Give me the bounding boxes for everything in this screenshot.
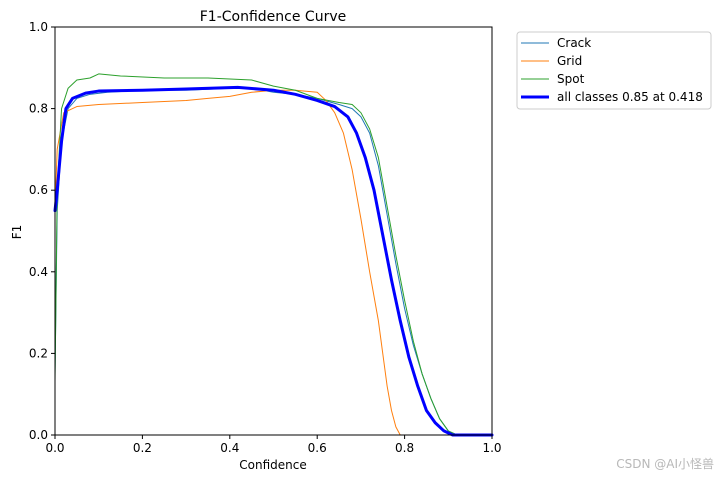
legend-label: all classes 0.85 at 0.418 (557, 90, 703, 104)
x-tick-label: 1.0 (482, 441, 501, 455)
series-line-2 (54, 73, 493, 436)
x-tick-label: 0.4 (220, 441, 239, 455)
series-line-3 (53, 85, 494, 437)
x-axis-label: Confidence (239, 458, 306, 472)
series-line-0 (54, 87, 493, 436)
x-tick-label: 0.2 (133, 441, 152, 455)
x-axis-ticks: 0.0 0.2 0.4 0.6 0.8 1.0 (45, 435, 502, 455)
y-tick-label: 0.6 (29, 183, 48, 197)
x-tick-label: 0.0 (45, 441, 64, 455)
legend-label: Spot (557, 72, 585, 86)
y-tick-label: 0.8 (29, 102, 48, 116)
legend-entries: Crack Grid Spot all classes 0.85 at 0.418 (521, 36, 703, 104)
series-line-1 (54, 89, 493, 436)
legend-label: Crack (557, 36, 591, 50)
chart-title: F1-Confidence Curve (200, 9, 346, 25)
y-tick-label: 0.0 (29, 428, 48, 442)
y-axis-ticks: 0.0 0.2 0.4 0.6 0.8 1.0 (29, 20, 55, 442)
y-axis-label: F1 (10, 225, 24, 240)
legend: Crack Grid Spot all classes 0.85 at 0.418 (516, 31, 712, 110)
legend-label: Grid (557, 54, 582, 68)
legend-frame (516, 31, 712, 110)
y-tick-label: 0.2 (29, 346, 48, 360)
y-tick-label: 0.4 (29, 265, 48, 279)
plot-frame (54, 26, 493, 436)
x-tick-label: 0.8 (395, 441, 414, 455)
x-tick-label: 0.6 (308, 441, 327, 455)
watermark: CSDN @AI小怪兽 (616, 457, 714, 471)
y-tick-label: 1.0 (29, 20, 48, 34)
series-layer (53, 73, 494, 437)
